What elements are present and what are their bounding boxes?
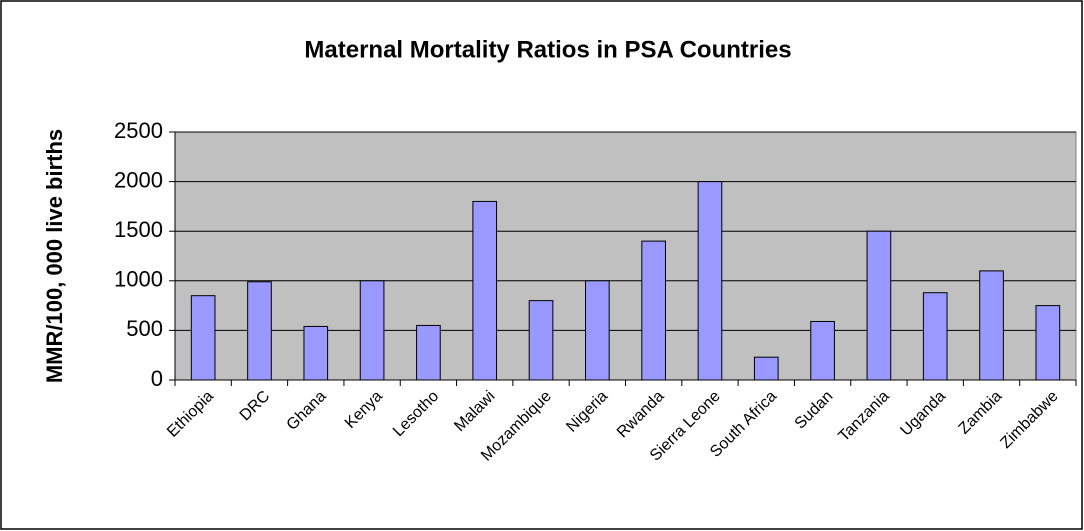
y-axis-label: MMR/100, 000 live births: [42, 129, 67, 383]
bar: [190, 295, 216, 381]
bar: [697, 181, 723, 381]
bar: [753, 356, 779, 381]
y-tick-label: 1500: [114, 217, 163, 242]
bar: [866, 230, 892, 381]
bar: [585, 280, 610, 381]
y-tick-label: 1000: [114, 267, 163, 292]
y-tick-label: 0: [151, 366, 163, 391]
y-tick-label: 2500: [114, 118, 163, 143]
chart-title: Maternal Mortality Ratios in PSA Countri…: [304, 36, 791, 63]
bar: [1035, 305, 1061, 381]
bar: [641, 240, 666, 381]
y-tick-label: 500: [126, 316, 163, 341]
bar: [359, 280, 385, 381]
bar: [303, 325, 329, 381]
bar: [416, 324, 441, 381]
bar: [528, 300, 554, 381]
bar: [922, 292, 948, 381]
y-tick-label: 2000: [114, 167, 163, 192]
bar: [472, 200, 498, 381]
bar: [247, 281, 272, 381]
bar: [979, 270, 1004, 381]
bar: [810, 320, 835, 381]
